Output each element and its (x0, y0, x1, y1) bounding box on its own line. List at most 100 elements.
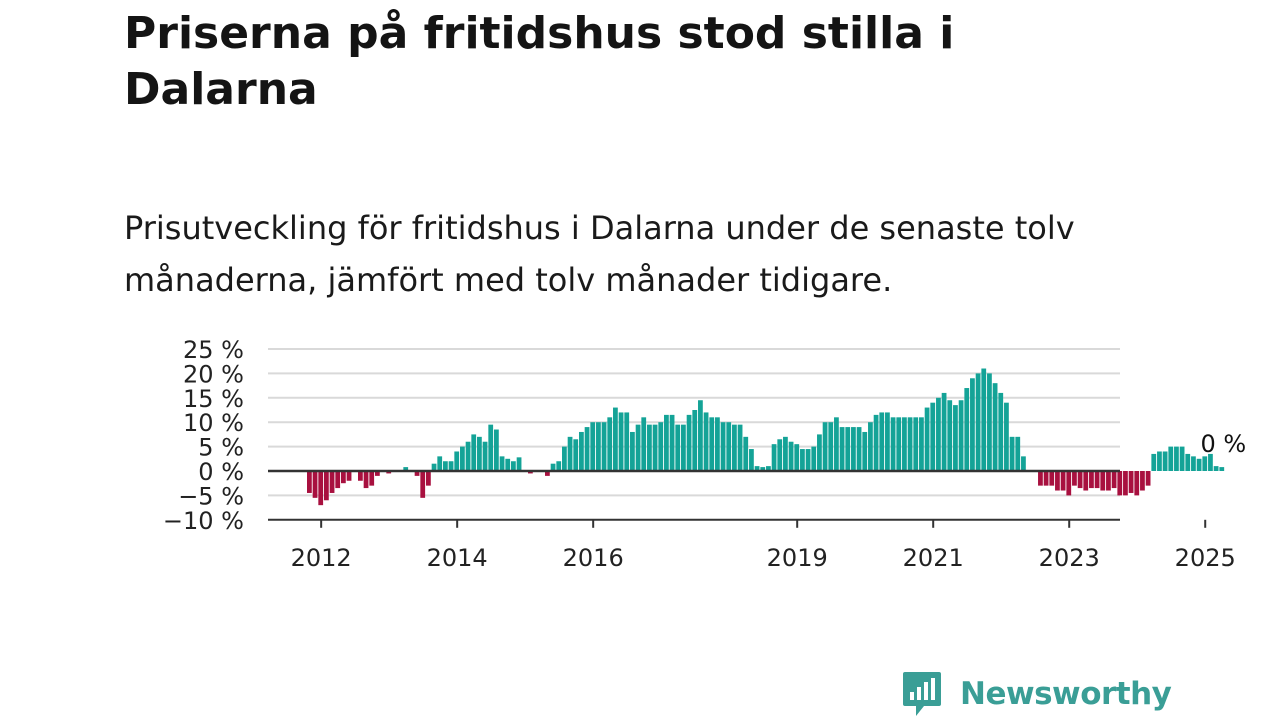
bar (681, 424, 686, 471)
bar (664, 414, 669, 471)
bar (1179, 446, 1185, 471)
bar (584, 427, 590, 471)
bar (499, 456, 505, 471)
bar (760, 467, 766, 471)
bar (369, 471, 375, 486)
bars (307, 368, 1225, 506)
bar (318, 471, 324, 506)
bar (482, 441, 488, 471)
bar (1128, 471, 1134, 493)
chart-title: Priserna på fritidshus stod stilla i Dal… (124, 8, 955, 115)
bar (856, 427, 862, 471)
bar (1055, 471, 1060, 491)
x-tick-label: 2014 (427, 544, 488, 572)
bar (1049, 471, 1055, 486)
bar (324, 471, 329, 501)
bar (1072, 471, 1077, 486)
bar (443, 461, 448, 471)
bar (669, 414, 675, 471)
bar (471, 434, 477, 471)
bar (1174, 446, 1179, 471)
labels: 25 %20 %15 %10 %5 %0 %−5 %−10 %2012 2014 2… (163, 336, 1246, 572)
bar (607, 417, 613, 471)
x-tick-label: 2025 (1175, 544, 1236, 572)
bar (1202, 456, 1208, 471)
bar (896, 417, 902, 471)
bar (1004, 402, 1009, 471)
bar (618, 412, 624, 471)
bar (862, 431, 868, 471)
bar (1134, 471, 1140, 496)
bar (788, 441, 794, 471)
bar (579, 431, 584, 471)
x-tick-label: 2016 (563, 544, 624, 572)
bar (567, 436, 573, 471)
bar (930, 402, 936, 471)
y-tick-label: 0 % (198, 458, 244, 486)
bar (709, 417, 715, 471)
bar (749, 449, 754, 471)
bar (845, 427, 851, 471)
bar (505, 458, 511, 471)
bar (964, 388, 970, 471)
bar (851, 427, 856, 471)
bar (1106, 471, 1111, 491)
bar (1191, 456, 1196, 471)
bar (346, 471, 352, 481)
bar (743, 436, 749, 471)
bar (658, 422, 664, 471)
bar (941, 392, 947, 471)
bar (624, 412, 630, 471)
y-tick-label: 15 % (183, 385, 244, 413)
bar (1021, 456, 1026, 471)
bar (460, 446, 465, 471)
bar (1168, 446, 1174, 471)
bar (1009, 436, 1015, 471)
bar (771, 444, 777, 471)
bar (1117, 471, 1123, 496)
bar (1094, 471, 1100, 489)
bar (307, 471, 312, 493)
bar (970, 378, 975, 471)
bar (488, 424, 494, 471)
x-tick-label: 2021 (903, 544, 964, 572)
x-tick-label: 2012 (291, 544, 352, 572)
y-tick-label: 10 % (183, 409, 244, 437)
bar (1219, 467, 1225, 471)
bar (635, 424, 641, 471)
bar (1083, 471, 1089, 491)
bar (647, 424, 652, 471)
bar (1100, 471, 1106, 491)
bar (1015, 436, 1021, 471)
bar (1185, 453, 1191, 471)
bar (511, 461, 516, 471)
bar (454, 451, 460, 471)
bar (516, 457, 522, 471)
chart-subtitle: Prisutveckling för fritidshus i Dalarna … (124, 209, 1075, 299)
x-tick-label: 2023 (1039, 544, 1100, 572)
bar (805, 449, 811, 471)
bar (630, 431, 635, 471)
bar (992, 383, 998, 471)
bar (494, 429, 499, 471)
bar (783, 436, 788, 471)
bar (545, 471, 550, 476)
bar (879, 412, 885, 471)
bar (1123, 471, 1128, 496)
bar (1060, 471, 1066, 491)
bar (868, 422, 873, 471)
bar (335, 471, 341, 489)
bar (641, 417, 647, 471)
bar (601, 422, 607, 471)
bar (550, 463, 556, 471)
bar (1077, 471, 1083, 489)
bar (822, 422, 828, 471)
bar (312, 471, 318, 498)
bar (329, 471, 335, 493)
bar (1111, 471, 1117, 489)
bar (720, 422, 726, 471)
bar (1089, 471, 1094, 489)
bar (1043, 471, 1049, 486)
bar (692, 410, 698, 471)
bar (998, 392, 1004, 471)
